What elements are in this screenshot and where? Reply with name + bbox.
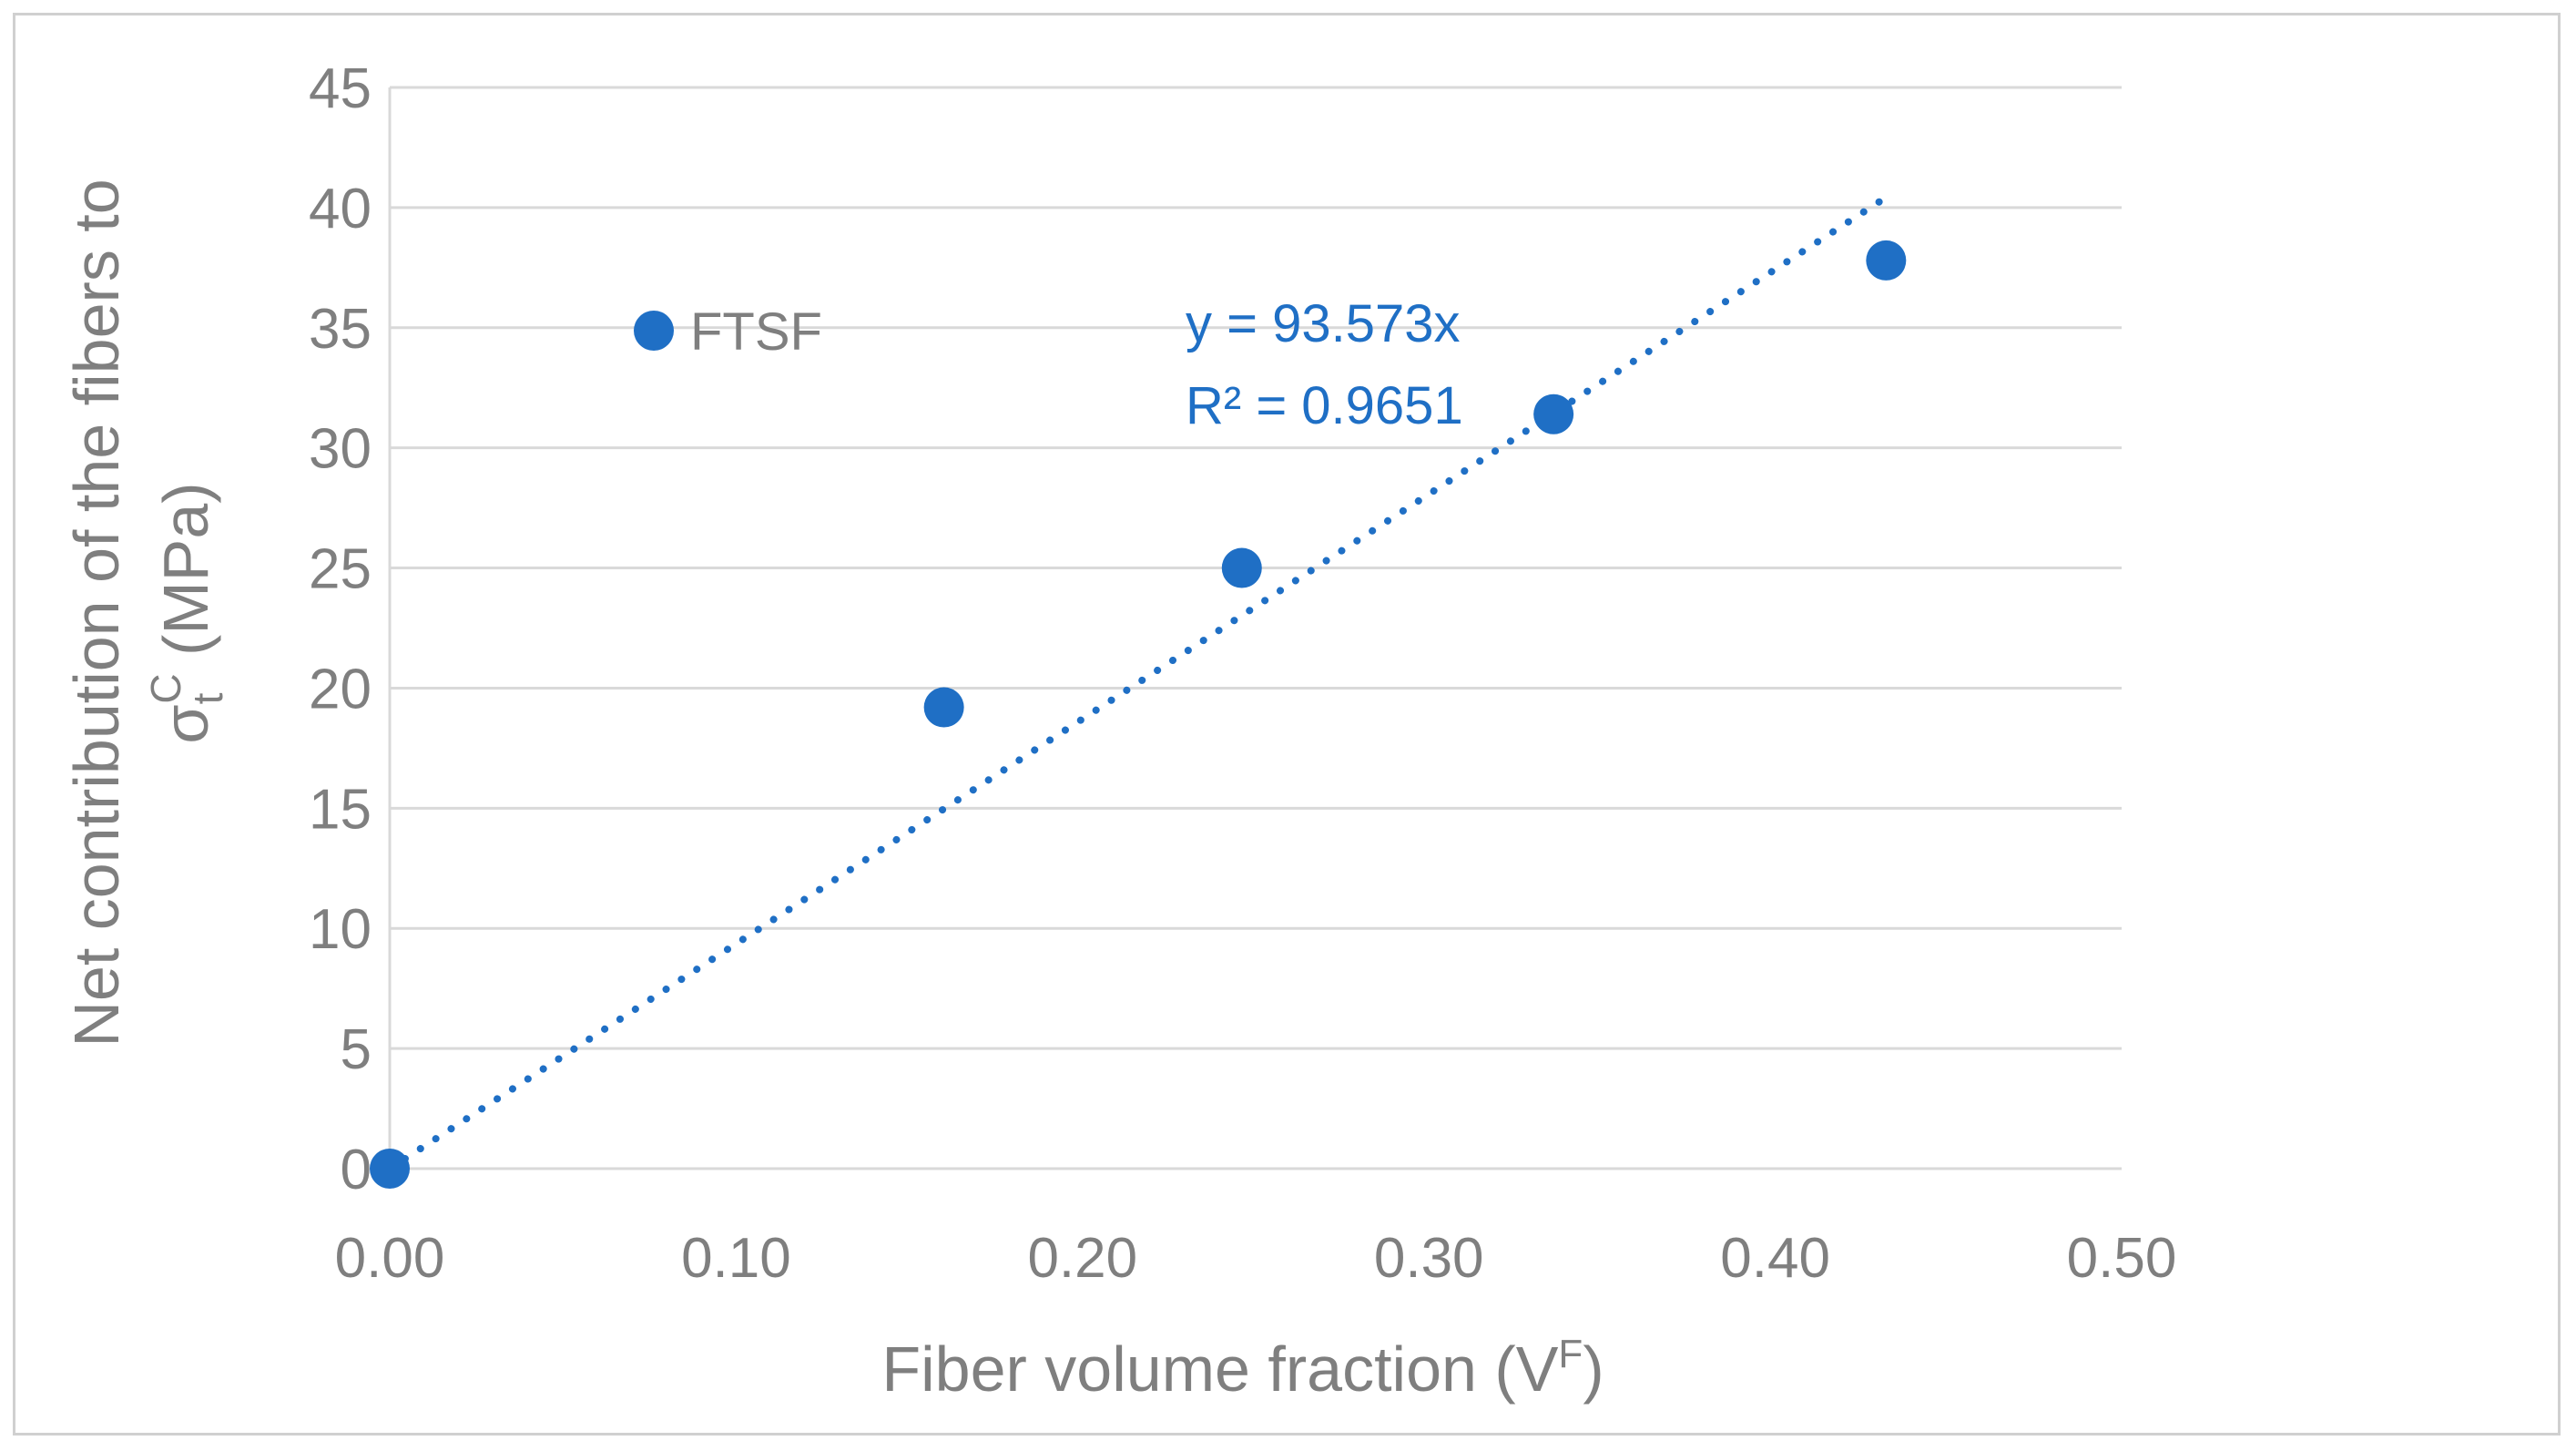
data-points — [370, 240, 1907, 1189]
data-point — [370, 1149, 410, 1189]
legend-label: FTSF — [690, 302, 822, 362]
legend: FTSF — [634, 302, 822, 362]
y-tick-label: 30 — [309, 418, 372, 481]
y-tick-label: 45 — [309, 57, 372, 120]
x-axis-title-close: ) — [1583, 1333, 1604, 1405]
y-axis-sigma: σ — [150, 704, 221, 743]
y-axis-unit: (MPa) — [150, 482, 221, 673]
x-tick-labels: 0.00 0.10 0.20 0.30 0.40 0.50 — [335, 1227, 2177, 1290]
legend-marker — [634, 311, 674, 351]
x-tick-label: 0.50 — [2067, 1227, 2177, 1290]
trendline-group — [386, 193, 1890, 1172]
x-tick-label: 0.30 — [1374, 1227, 1484, 1290]
x-tick-label: 0.40 — [1720, 1227, 1830, 1290]
y-tick-label: 40 — [309, 178, 372, 240]
y-axis-superscript: C — [142, 673, 189, 703]
trendline-r-squared: R² = 0.9651 — [1186, 376, 1463, 435]
y-tick-labels: 0 5 10 15 20 25 30 35 40 45 — [309, 57, 372, 1201]
chart-frame — [13, 13, 2561, 1436]
x-axis-title-superscript: F — [1558, 1332, 1583, 1376]
y-axis-title-line2: σtC (MPa) — [142, 482, 231, 743]
y-tick-label: 25 — [309, 538, 372, 601]
data-point — [1533, 393, 1574, 434]
x-axis-title-main: Fiber volume fraction (V — [881, 1333, 1558, 1405]
x-tick-label: 0.10 — [681, 1227, 791, 1290]
y-tick-label: 15 — [309, 778, 372, 841]
x-tick-label: 0.00 — [335, 1227, 445, 1290]
x-tick-label: 0.20 — [1027, 1227, 1137, 1290]
y-tick-label: 20 — [309, 658, 372, 720]
y-axis-subscript: t — [184, 692, 231, 704]
gridlines — [388, 86, 2122, 1170]
y-axis-title-line1: Net contribution of the fibers to — [61, 179, 132, 1047]
y-tick-label: 5 — [341, 1018, 372, 1081]
x-axis-title: Fiber volume fraction (VF) — [881, 1332, 1604, 1405]
y-tick-label: 0 — [341, 1139, 372, 1201]
y-tick-label: 10 — [309, 898, 372, 961]
y-tick-label: 35 — [309, 298, 372, 361]
data-point — [923, 687, 964, 728]
data-point — [1221, 547, 1262, 588]
data-point — [1866, 240, 1907, 281]
y-axis-title: Net contribution of the fibers to σtC (M… — [61, 179, 231, 1047]
trendline — [386, 193, 1890, 1172]
trendline-equation: y = 93.573x — [1186, 294, 1461, 353]
